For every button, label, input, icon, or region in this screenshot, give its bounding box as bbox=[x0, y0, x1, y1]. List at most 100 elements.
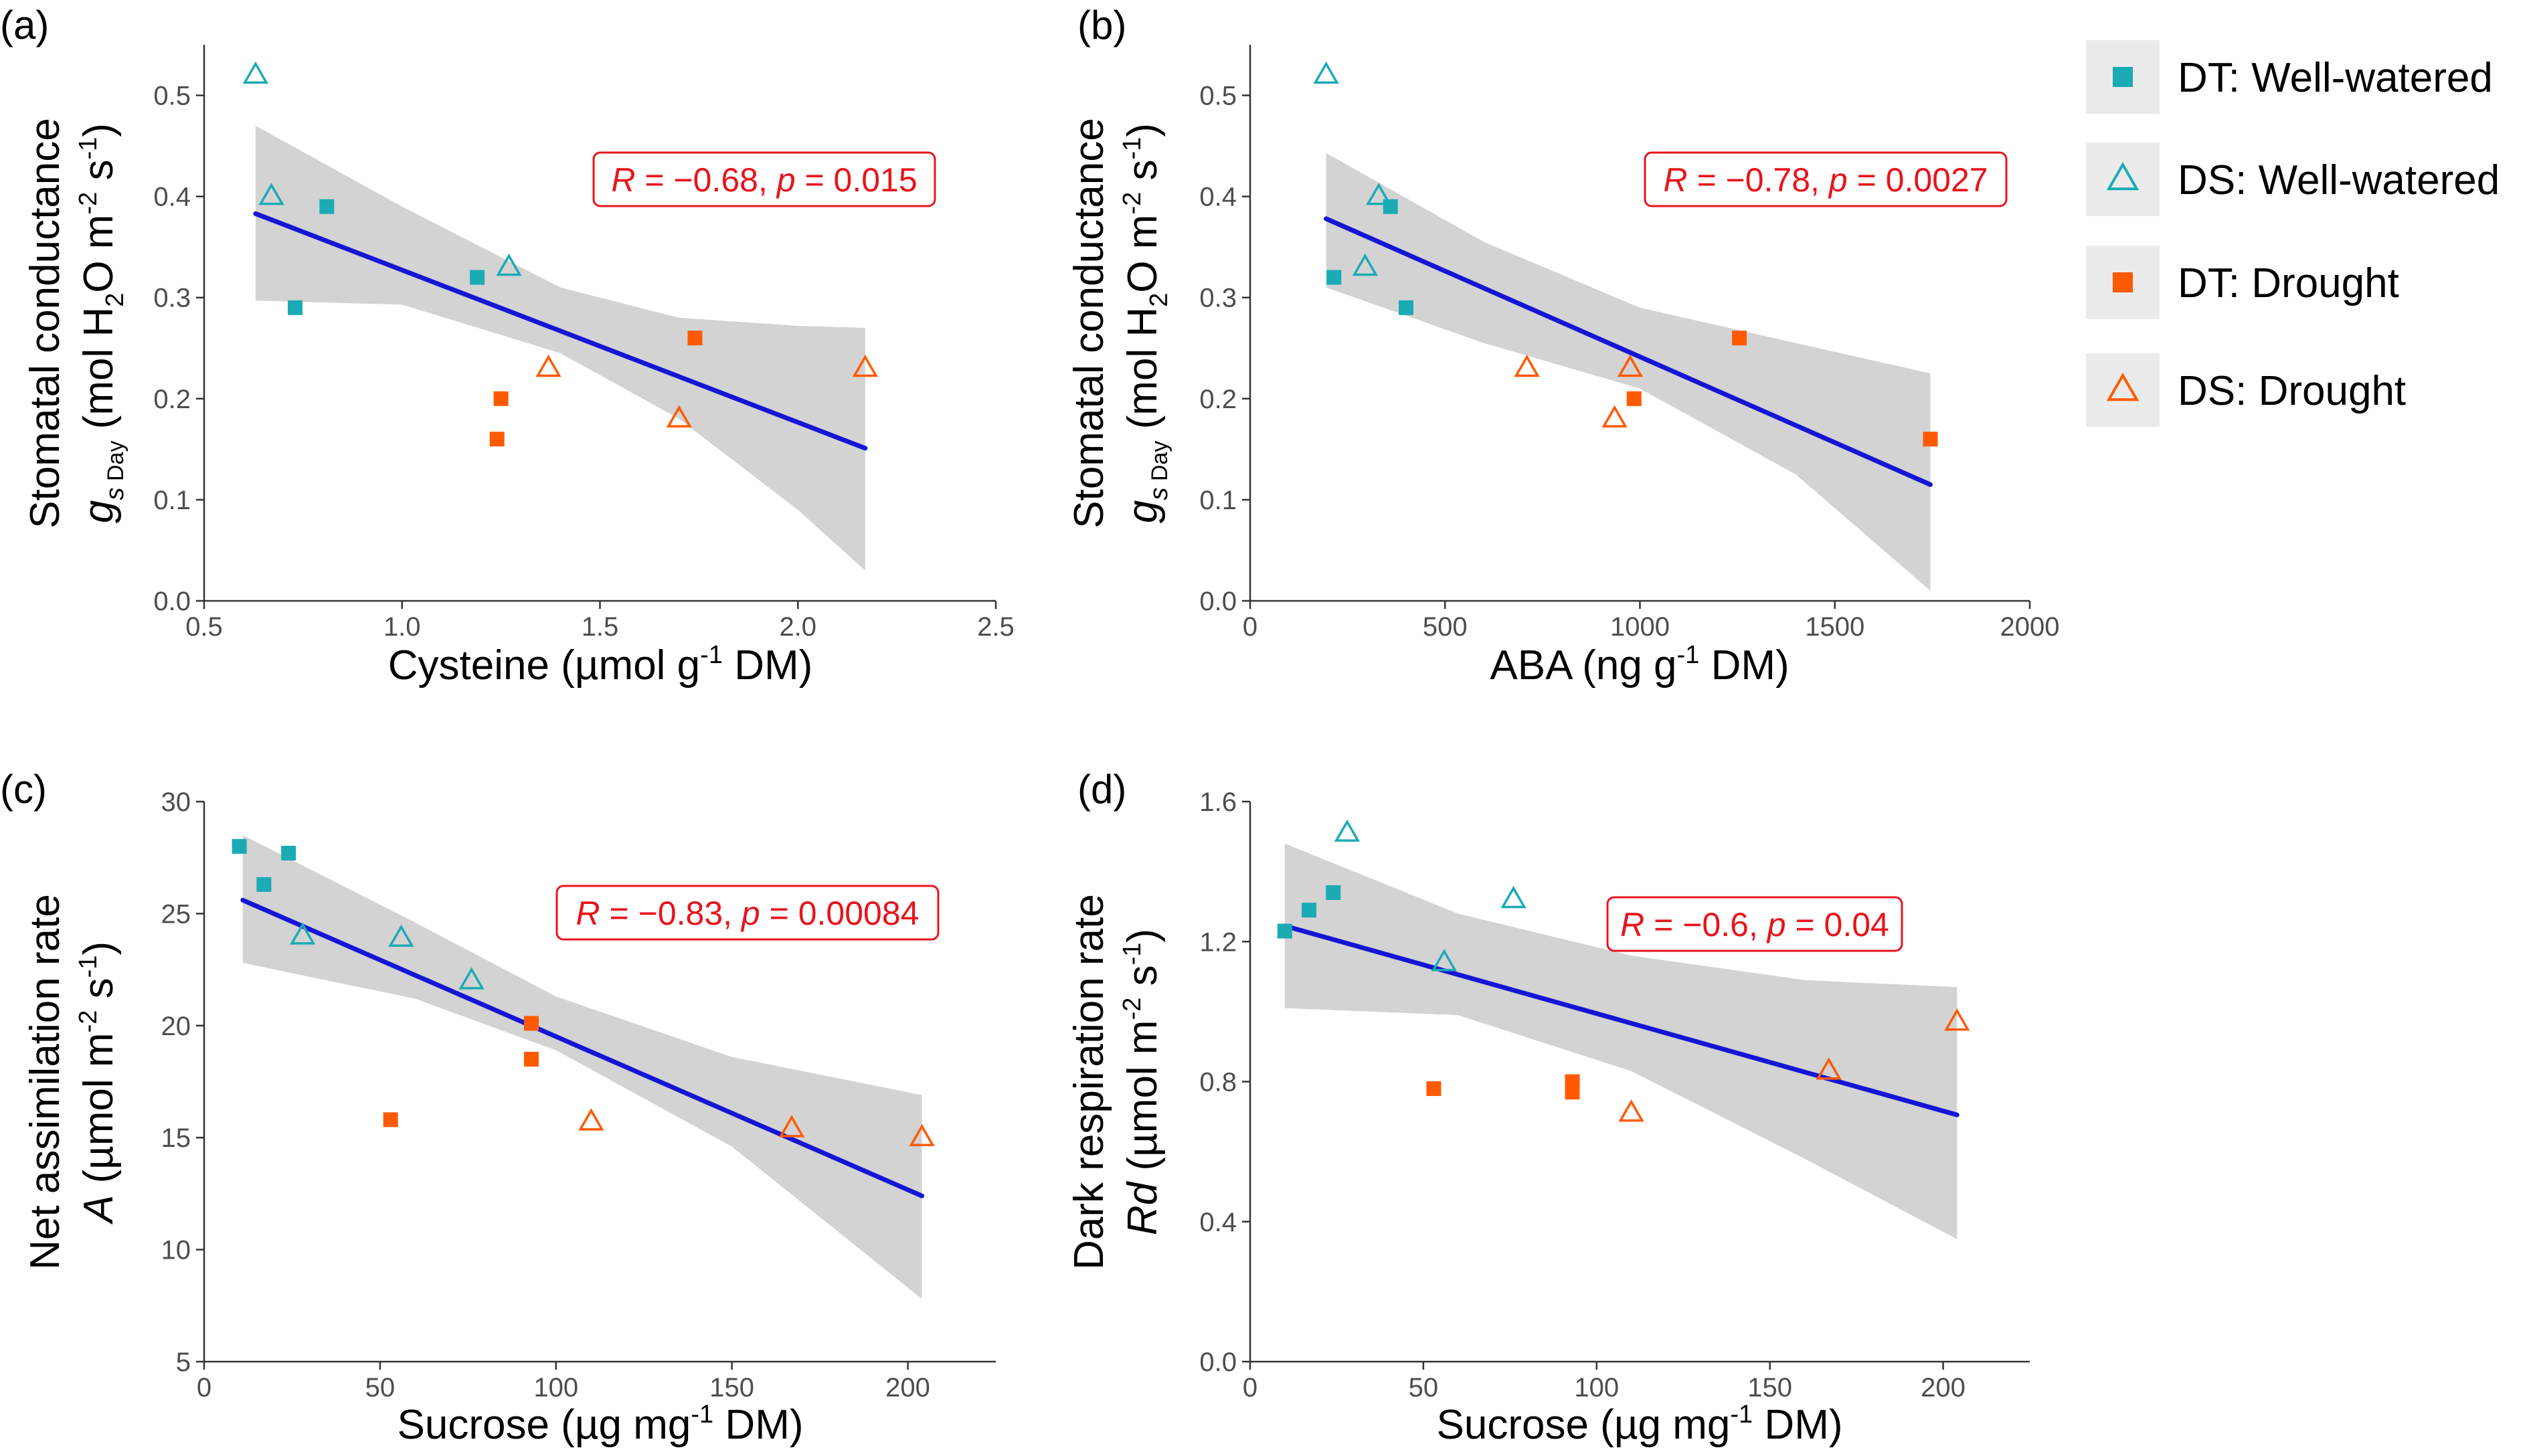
y-tick-label: 0.8 bbox=[1199, 1068, 1237, 1097]
x-tick-label: 500 bbox=[1423, 612, 1468, 642]
legend-label: DS: Well-watered bbox=[2178, 157, 2500, 203]
x-tick-label: 200 bbox=[1921, 1373, 1966, 1402]
legend-item: DS: Drought bbox=[2086, 353, 2406, 427]
data-point-triangle bbox=[578, 1108, 604, 1131]
data-point-triangle bbox=[1601, 405, 1628, 428]
y-tick-label: 0.0 bbox=[1199, 587, 1237, 616]
legend-item: DT: Well-watered bbox=[2086, 40, 2493, 114]
y-axis-title: Net assimilation rate bbox=[22, 894, 68, 1270]
y-tick-label: 0.4 bbox=[1199, 1208, 1237, 1237]
legend-triangle-marker bbox=[2106, 372, 2140, 401]
y-tick-label: 25 bbox=[161, 899, 191, 929]
legend-item: DS: Well-watered bbox=[2086, 143, 2500, 216]
data-point-square bbox=[687, 331, 703, 346]
panel-d: 0 50 100 150 200 0.0 0.4 0.8 1.2 1.6 R = −0.6, p =… bbox=[1066, 767, 2030, 1448]
y-axis-title: Stomatal conductance bbox=[1066, 118, 1112, 529]
data-point-square bbox=[232, 838, 247, 854]
data-point-triangle bbox=[1431, 949, 1458, 972]
data-point-triangle bbox=[1816, 1057, 1842, 1080]
y-tick-label: 0.2 bbox=[1199, 385, 1237, 414]
data-point-square bbox=[523, 1016, 539, 1031]
data-point-square bbox=[383, 1112, 398, 1127]
x-tick-label: 0 bbox=[1243, 612, 1257, 642]
data-point-square bbox=[523, 1052, 539, 1067]
stats-annotation: R = −0.83, p = 0.00084 bbox=[576, 895, 920, 932]
y-tick-label: 1.2 bbox=[1199, 927, 1237, 957]
stats-annotation: R = −0.78, p = 0.0027 bbox=[1663, 161, 1988, 199]
x-tick-label: 200 bbox=[885, 1373, 930, 1402]
confidence-band bbox=[1284, 843, 1957, 1239]
x-tick-label: 0.5 bbox=[185, 612, 223, 642]
y-tick-label: 15 bbox=[161, 1123, 191, 1153]
data-point-triangle bbox=[290, 922, 316, 945]
y-tick-label: 0.0 bbox=[1199, 1348, 1237, 1377]
y-axis-title: Stomatal conductance bbox=[22, 118, 68, 529]
y-tick-label: 0.3 bbox=[1199, 284, 1237, 313]
panel-c: 0 50 100 150 200 5 10 15 20 25 30 R = −0.83, p = 0.… bbox=[0, 767, 996, 1448]
legend-triangle-marker bbox=[2106, 161, 2140, 191]
data-point-triangle bbox=[909, 1123, 935, 1146]
stats-annotation-box bbox=[555, 885, 940, 941]
x-axis-title: Sucrose (µg mg-1 DM) bbox=[398, 1400, 804, 1448]
y-tick-label: 0.1 bbox=[1199, 486, 1237, 515]
regression-line bbox=[1324, 216, 1933, 487]
data-point-triangle bbox=[242, 61, 269, 84]
x-tick-label: 0 bbox=[197, 1373, 211, 1402]
x-axis-title: Sucrose (µg mg-1 DM) bbox=[1437, 1400, 1843, 1448]
x-tick-label: 1500 bbox=[1805, 612, 1864, 642]
panel-a: 0.5 1.0 1.5 2.0 2.5 0.0 0.1 0.2 0.3 0.4 0.5 R = −0.… bbox=[0, 3, 1015, 689]
data-point-triangle bbox=[852, 354, 878, 377]
data-point-square bbox=[1426, 1081, 1442, 1096]
x-axis-title: Cysteine (µmol g-1 DM) bbox=[388, 641, 813, 689]
stats-annotation: R = −0.68, p = 0.015 bbox=[611, 161, 917, 199]
regression-line bbox=[240, 897, 925, 1198]
legend-square-marker bbox=[2113, 67, 2133, 87]
y-tick-label: 0.3 bbox=[153, 284, 191, 313]
panel-label: (c) bbox=[0, 767, 47, 812]
y-tick-label: 20 bbox=[161, 1012, 191, 1041]
stats-annotation-box bbox=[1644, 151, 2008, 207]
confidence-band bbox=[242, 835, 922, 1299]
y-tick-label: 1.6 bbox=[1199, 788, 1237, 817]
y-axis-title: Dark respiration rate bbox=[1066, 894, 1112, 1270]
y-axis-subtitle: A (µmol m-2 s-1) bbox=[74, 941, 122, 1225]
data-point-square bbox=[1626, 391, 1642, 406]
data-point-triangle bbox=[458, 967, 485, 990]
y-tick-label: 10 bbox=[161, 1236, 191, 1265]
data-point-square bbox=[1383, 199, 1398, 214]
x-tick-label: 1000 bbox=[1610, 612, 1670, 642]
confidence-band bbox=[1326, 153, 1931, 591]
data-point-square bbox=[493, 391, 509, 406]
data-point-triangle bbox=[258, 183, 284, 205]
legend-label: DT: Drought bbox=[2178, 260, 2399, 306]
y-tick-label: 0.1 bbox=[153, 486, 191, 515]
data-point-triangle bbox=[1617, 354, 1644, 377]
x-axis-title: ABA (ng g-1 DM) bbox=[1490, 641, 1789, 689]
x-tick-label: 1.5 bbox=[582, 612, 619, 642]
regression-line bbox=[1282, 923, 1959, 1117]
y-tick-label: 5 bbox=[176, 1348, 191, 1377]
data-point-square bbox=[1277, 923, 1292, 939]
data-point-square bbox=[1565, 1085, 1580, 1100]
x-tick-label: 2.0 bbox=[779, 612, 816, 642]
panel-label: (b) bbox=[1077, 3, 1126, 48]
x-tick-label: 2.5 bbox=[977, 612, 1015, 642]
data-point-triangle bbox=[1500, 885, 1527, 909]
stats-annotation-box bbox=[1606, 896, 1903, 952]
data-point-triangle bbox=[535, 354, 561, 377]
x-tick-label: 0 bbox=[1243, 1373, 1257, 1402]
legend-key-bg bbox=[2086, 353, 2160, 427]
data-point-square bbox=[1326, 885, 1341, 901]
x-tick-label: 150 bbox=[1747, 1373, 1792, 1402]
y-axis-subtitle: gs Day (mol H2O m-2 s-1) bbox=[74, 123, 129, 523]
data-point-triangle bbox=[1366, 183, 1392, 205]
x-tick-label: 2000 bbox=[2000, 612, 2060, 642]
legend-key-bg bbox=[2086, 143, 2160, 216]
data-point-square bbox=[288, 300, 303, 315]
y-axis-subtitle: gs Day (mol H2O m-2 s-1) bbox=[1118, 123, 1173, 523]
y-tick-label: 0.0 bbox=[153, 587, 191, 616]
legend-label: DT: Well-watered bbox=[2178, 55, 2493, 101]
data-point-square bbox=[470, 270, 485, 285]
data-point-triangle bbox=[666, 405, 692, 428]
